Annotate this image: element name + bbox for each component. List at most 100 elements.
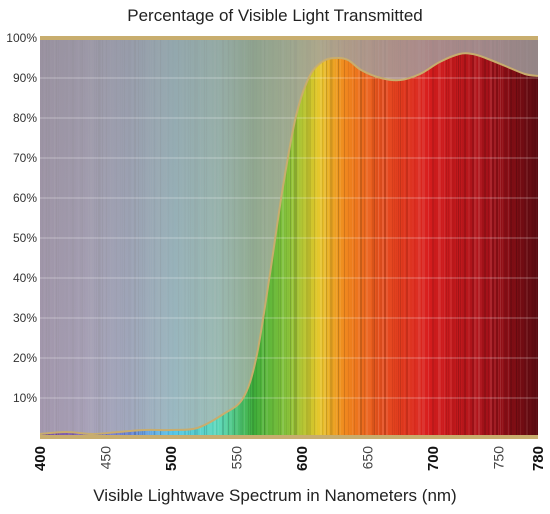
spectrum-stripe [406,38,408,438]
spectrum-stripe [490,38,492,438]
spectrum-stripe [502,38,503,438]
spectrum-stripe [344,38,345,438]
spectrum-stripe [382,38,384,438]
spectrum-stripe [494,38,496,438]
spectrum-stripe [500,38,501,438]
spectrum-stripe [482,38,484,438]
spectrum-stripe [498,38,499,438]
spectrum-stripe [372,38,374,438]
spectrum-stripe [488,38,489,438]
spectrum-stripe [358,38,360,438]
spectrum-stripe [520,38,521,438]
spectrum-stripe [326,38,327,438]
x-tick-label: 550 [229,446,245,470]
spectrum-stripe [376,38,378,438]
spectrum-stripe [324,38,326,438]
spectrum-stripe [286,38,287,438]
spectrum-stripe [374,38,375,438]
spectrum-stripe [354,38,355,438]
spectrum-stripe [380,38,382,438]
y-tick-label: 60% [13,191,37,205]
spectrum-stripe [526,38,528,438]
x-tick-label: 600 [294,446,311,471]
spectrum-stripe [438,38,440,438]
spectrum-stripe [424,38,425,438]
spectrum-stripe [418,38,420,438]
y-tick-label: 50% [13,231,37,245]
y-tick-label: 20% [13,351,37,365]
spectrum-stripe [452,38,454,438]
spectrum-stripe [298,38,299,438]
spectrum-stripe [492,38,494,438]
spectrum-stripe [310,38,311,438]
spectrum-stripe [278,38,279,438]
spectrum-stripe [518,38,520,438]
spectrum-stripe [394,38,395,438]
spectrum-stripe [302,38,303,438]
spectrum-stripe [338,38,339,438]
spectrum-stripe [506,38,507,438]
y-tick-label: 80% [13,111,37,125]
spectrum-stripe [478,38,480,438]
spectrum-stripe [508,38,509,438]
spectrum-stripe [322,38,323,438]
y-tick-label: 30% [13,311,37,325]
spectrum-stripe [444,38,445,438]
y-tick-label: 90% [13,71,37,85]
spectrum-stripe [292,38,293,438]
spectrum-stripe [450,38,452,438]
spectrum-stripe [524,38,526,438]
y-tick-label: 70% [13,151,37,165]
spectrum-stripe [458,38,459,438]
x-tick-label: 750 [491,446,507,470]
spectrum-stripe [384,38,386,438]
spectrum-stripe [282,38,284,438]
spectrum-stripe [306,38,308,438]
spectrum-stripe [332,38,333,438]
spectrum-stripe [446,38,447,438]
spectrum-stripe [464,38,466,438]
spectrum-stripe [294,38,296,438]
spectrum-stripe [456,38,457,438]
spectrum-stripe [340,38,341,438]
x-tick-label: 500 [163,446,180,471]
x-axis-label: Visible Lightwave Spectrum in Nanometers… [93,486,457,505]
spectrum-stripe [432,38,434,438]
x-tick-label: 650 [360,446,376,470]
chart-title: Percentage of Visible Light Transmitted [127,6,423,25]
spectrum-stripe [308,38,310,438]
spectrum-stripe [336,38,337,438]
y-tick-label: 40% [13,271,37,285]
spectrum-stripe [420,38,421,438]
spectrum-stripe [440,38,441,438]
spectrum-stripe [516,38,517,438]
grid-lines [40,77,538,399]
spectrum-stripe [468,38,470,438]
spectrum-stripe [460,38,461,438]
spectrum-stripe [386,38,388,438]
spectrum-stripe [398,38,399,438]
spectrum-stripe [366,38,368,438]
spectrum-stripe [316,38,317,438]
transmission-curve [40,52,538,436]
x-tick-label: 780 [530,446,547,471]
spectrum-stripe [422,38,424,438]
y-axis-ticks: 10% 20% 30% 40% 50% 60% 70% 80% 90% 100% [6,31,37,405]
y-tick-label: 100% [6,31,37,45]
spectrum-stripe [496,38,498,438]
untransmitted-shade [40,38,538,434]
spectrum-stripe [532,38,533,438]
spectrum-stripe [348,38,349,438]
bottom-axis-bar [40,435,538,439]
spectrum-stripe [290,38,291,438]
spectrum-stripe [528,38,529,438]
spectrum-stripe [504,38,506,438]
spectrum-stripe [428,38,429,438]
spectrum-stripe [400,38,401,438]
spectrum-stripe [484,38,486,438]
spectrum-stripe [320,38,322,438]
spectrum-stripe [472,38,474,438]
top-axis-bar [40,36,538,40]
spectrum-stripe [408,38,410,438]
